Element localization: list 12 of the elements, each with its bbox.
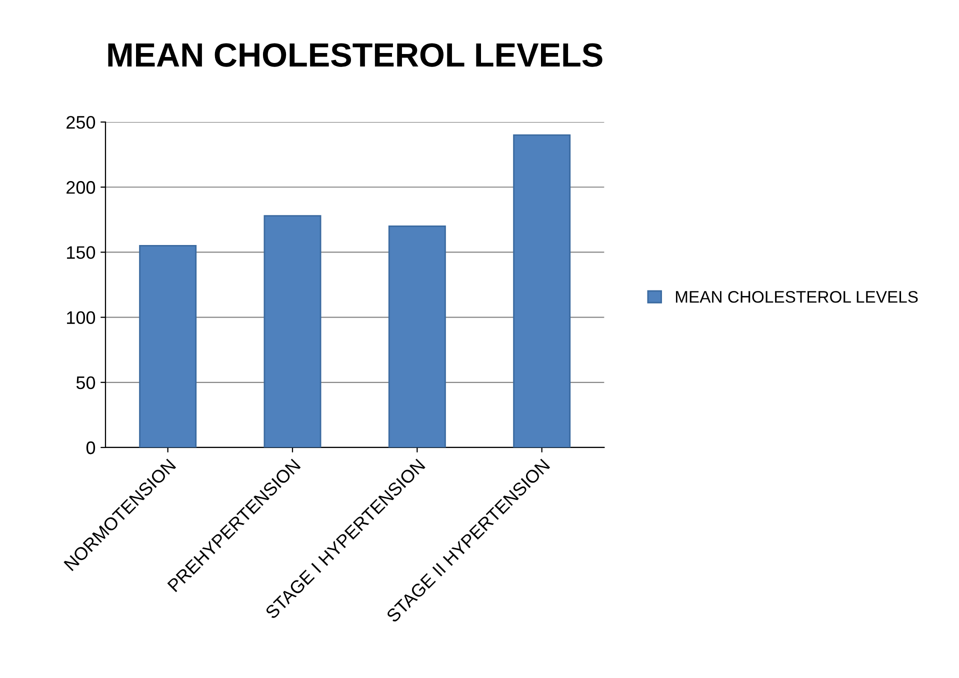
bar [264, 215, 322, 448]
y-tick-label: 250 [66, 116, 96, 129]
y-tick-label: 150 [67, 246, 96, 259]
bar [388, 225, 446, 448]
chart-title: MEAN CHOLESTEROL LEVELS [108, 43, 602, 67]
y-tick-label: 50 [76, 376, 96, 390]
bar [139, 245, 197, 448]
y-tick-label: 0 [86, 441, 96, 454]
y-tick-label: 100 [67, 311, 96, 324]
legend-label: MEAN CHOLESTEROL LEVELS [676, 290, 918, 303]
y-tick-label: 200 [66, 181, 96, 194]
bar [513, 134, 571, 448]
